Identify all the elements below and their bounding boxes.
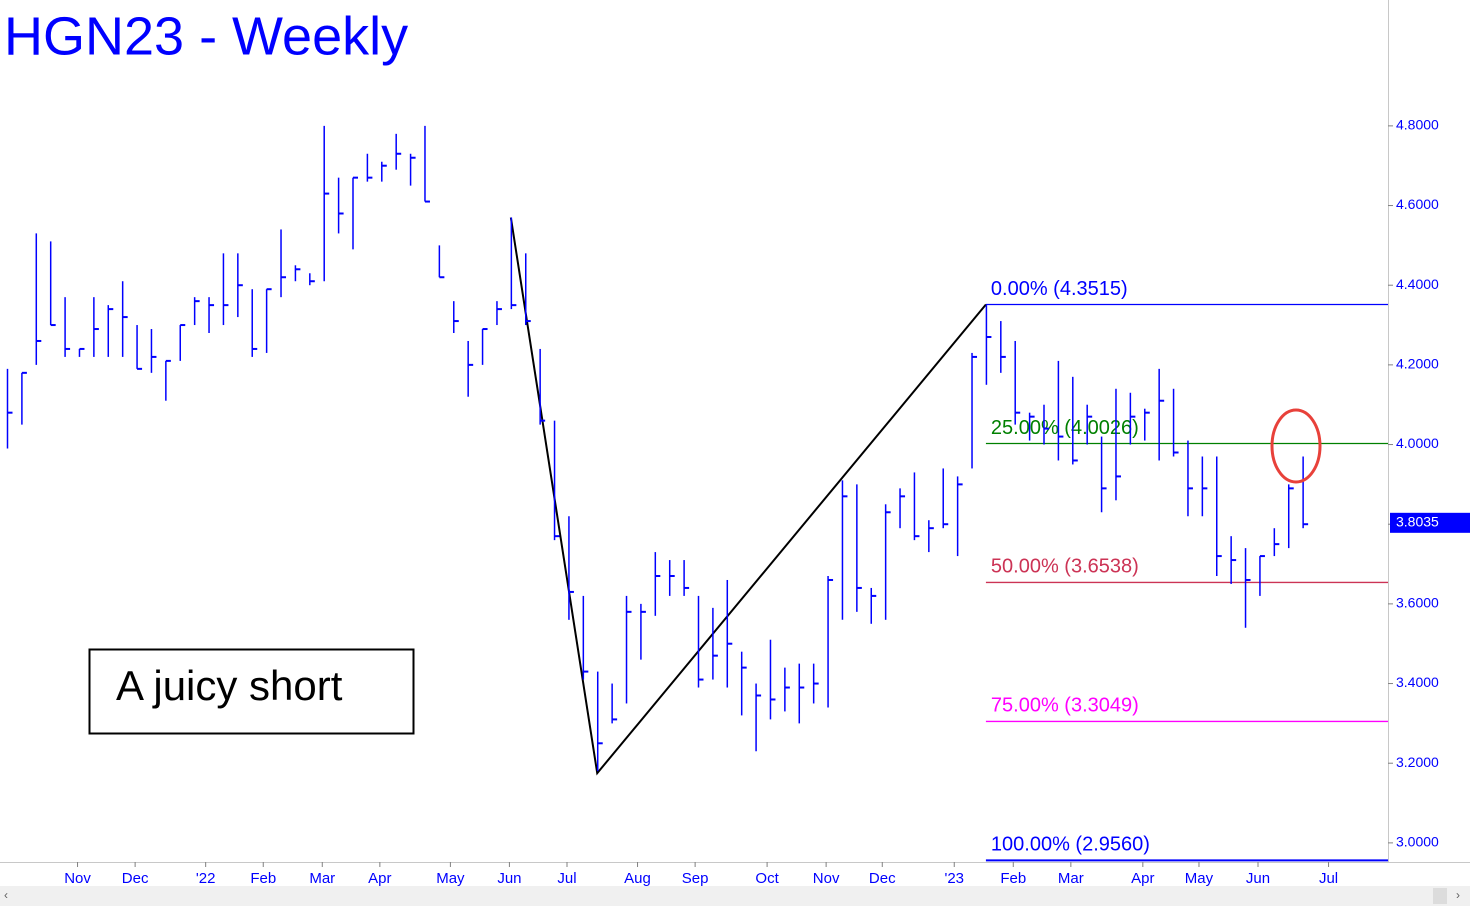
level-label: 0.00% (4.3515): [991, 278, 1128, 300]
x-tick-label: Oct: [755, 870, 779, 887]
last-price-marker: [1390, 512, 1470, 533]
x-tick-label: Nov: [64, 870, 91, 887]
level-label: 75.00% (3.3049): [991, 695, 1139, 717]
x-tick-label: Feb: [250, 870, 276, 887]
scroll-thumb[interactable]: [1433, 888, 1447, 904]
x-tick-label: Jul: [557, 870, 576, 887]
x-tick-label: Apr: [1131, 870, 1154, 887]
x-tick-label: Dec: [122, 870, 149, 887]
y-tick-label: 3.6000: [1396, 595, 1439, 611]
y-tick-label: 4.6000: [1396, 196, 1439, 212]
x-tick-label: '23: [944, 870, 964, 887]
y-tick-label: 3.2000: [1396, 754, 1439, 770]
x-tick-label: Sep: [682, 870, 709, 887]
y-tick-label: 4.0000: [1396, 435, 1439, 451]
x-tick-label: Mar: [1058, 870, 1084, 887]
annotation-box: [88, 648, 415, 735]
x-tick-label: May: [1185, 870, 1214, 887]
chart-title: HGN23 - Weekly: [4, 6, 408, 66]
x-tick-label: '22: [196, 870, 216, 887]
last-price-label: 3.8035: [1396, 514, 1439, 530]
x-tick-label: Aug: [624, 870, 651, 887]
plot: 0.00% (4.3515) 25.00% (4.0026) 50.00% (3.6…: [6, 125, 1388, 862]
x-tick-label: May: [436, 870, 465, 887]
highlight-circle: [1270, 408, 1322, 484]
x-tick-label: Jun: [1246, 870, 1270, 887]
level-label: 25.00% (4.0026): [991, 417, 1139, 439]
x-tick-label: Feb: [1000, 870, 1026, 887]
x-tick-label: Nov: [813, 870, 840, 887]
annotation: A juicy short: [116, 662, 343, 709]
x-tick-label: Jul: [1319, 870, 1338, 887]
scroll-right[interactable]: ›: [1456, 888, 1460, 902]
y-tick-label: 4.4000: [1396, 276, 1439, 292]
y-tick-label: 4.8000: [1396, 117, 1439, 133]
x-tick-label: Dec: [869, 870, 896, 887]
x-tick-label: Apr: [368, 870, 391, 887]
scroll-left[interactable]: ‹: [4, 888, 8, 902]
level-label: 100.00% (2.9560): [991, 834, 1150, 856]
level-label: 50.00% (3.6538): [991, 556, 1139, 578]
y-tick-label: 3.0000: [1396, 834, 1439, 850]
x-tick-label: Mar: [309, 870, 335, 887]
x-tick-label: Jun: [497, 870, 521, 887]
y-tick-label: 3.4000: [1396, 674, 1439, 690]
scrollbar[interactable]: [0, 886, 1470, 906]
y-tick-label: 4.2000: [1396, 356, 1439, 372]
